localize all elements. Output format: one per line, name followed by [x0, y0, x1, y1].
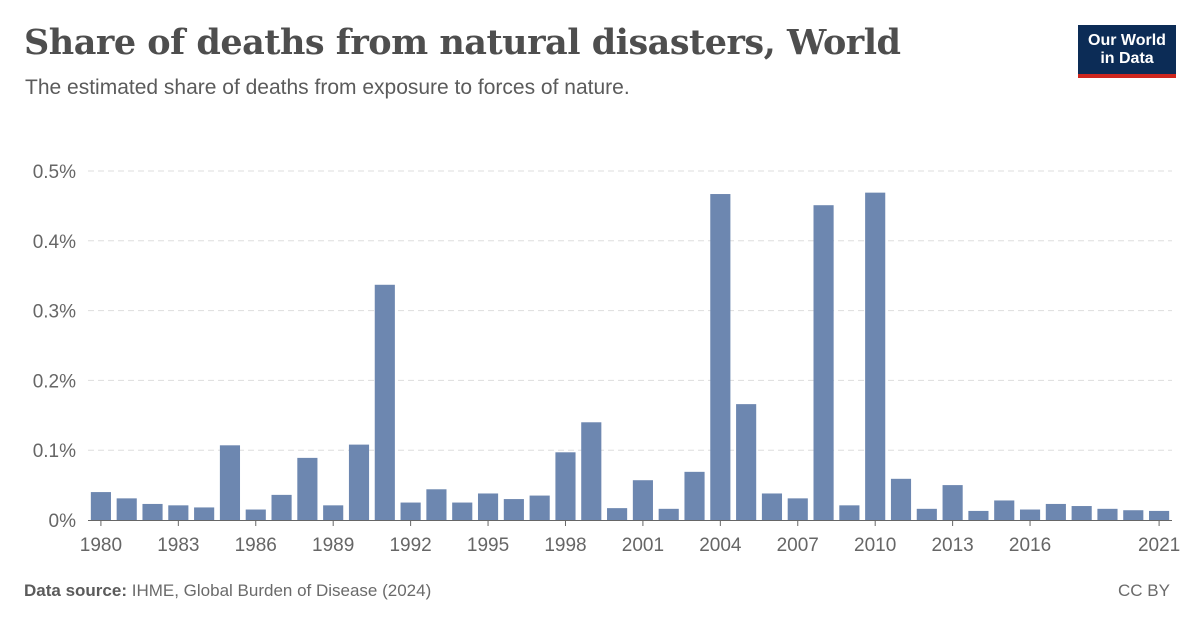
x-tick-label: 1986: [235, 535, 277, 556]
y-tick-label: 0.5%: [33, 162, 76, 183]
bar-1990: [348, 444, 370, 520]
x-tick-label: 2007: [777, 535, 819, 556]
bar-2014: [968, 510, 989, 520]
x-tick-label: 1992: [389, 535, 431, 556]
bar-1995: [477, 493, 499, 520]
bar-1996: [503, 499, 524, 520]
bar-2016: [1019, 509, 1041, 520]
bar-2020: [1123, 510, 1144, 520]
y-tick-label: 0.4%: [33, 232, 76, 253]
bar-1993: [426, 489, 447, 520]
bar-2006: [761, 493, 783, 520]
bar-2007: [787, 498, 808, 520]
license-link[interactable]: CC BY: [1118, 581, 1170, 600]
bar-1988: [297, 457, 318, 520]
bar-1991: [374, 284, 395, 520]
chart-subtitle: The estimated share of deaths from expos…: [25, 76, 630, 99]
bar-1998: [555, 452, 576, 520]
bar-2003: [684, 471, 705, 520]
bar-1992: [400, 502, 421, 520]
gridlines: [88, 170, 1172, 451]
y-tick-label: 0.2%: [33, 371, 76, 392]
bar-1989: [323, 505, 344, 520]
x-tick-label: 2004: [699, 535, 742, 556]
bar-1985: [219, 445, 241, 520]
y-tick-label: 0.1%: [33, 441, 76, 462]
bar-1999: [581, 422, 602, 520]
x-tick-label: 2021: [1138, 535, 1180, 556]
logo-line-1: Our World: [1088, 31, 1166, 49]
bar-2021: [1149, 510, 1170, 520]
bar-2012: [916, 508, 937, 520]
x-tick-label: 2013: [931, 535, 973, 556]
bar-2001: [632, 480, 653, 520]
bar-1997: [529, 495, 550, 520]
bar-1986: [245, 509, 266, 520]
bar-2000: [607, 508, 628, 520]
bars: [90, 192, 1170, 520]
x-tick-label: 1983: [157, 535, 199, 556]
bar-2015: [994, 500, 1015, 520]
x-tick-label: 2010: [854, 535, 896, 556]
x-axis-ticks: 1980 1983 1986 1989 1992 1995 1998 2001 2004 2007…: [80, 520, 1180, 556]
data-source-text: IHME, Global Burden of Disease (2024): [131, 581, 432, 600]
chart-title: Share of deaths from natural disasters, …: [24, 22, 901, 63]
x-tick-label: 2016: [1009, 535, 1051, 556]
bar-2017: [1045, 503, 1066, 520]
bar-1994: [452, 502, 473, 520]
bar-1987: [271, 494, 292, 520]
bar-1983: [168, 505, 189, 520]
bar-1981: [116, 498, 137, 520]
owid-logo[interactable]: Our World in Data: [1078, 25, 1176, 78]
x-tick-label: 1989: [312, 535, 354, 556]
bar-2010: [865, 192, 886, 520]
y-axis-ticks: 0% 0.1% 0.2% 0.3% 0.4% 0.5%: [33, 162, 76, 532]
x-tick-label: 2001: [622, 535, 664, 556]
x-tick-label: 1980: [80, 535, 122, 556]
bar-2004: [710, 194, 731, 520]
bar-2002: [658, 508, 679, 520]
x-tick-label: 1998: [544, 535, 586, 556]
bar-2019: [1097, 508, 1118, 520]
bar-1982: [142, 503, 163, 520]
bar-1984: [194, 507, 215, 520]
bar-2005: [736, 404, 757, 520]
x-tick-label: 1995: [467, 535, 509, 556]
logo-line-2: in Data: [1100, 49, 1154, 67]
bar-2018: [1071, 506, 1092, 520]
bar-2011: [890, 478, 912, 520]
data-source: Data source: IHME, Global Burden of Dise…: [24, 581, 431, 601]
bar-2009: [839, 505, 860, 520]
y-tick-label: 0.3%: [33, 302, 76, 323]
y-tick-label: 0%: [49, 511, 77, 532]
bar-1980: [90, 492, 111, 520]
bar-2013: [942, 485, 963, 520]
bar-2008: [813, 205, 834, 520]
data-source-label: Data source:: [24, 581, 127, 600]
